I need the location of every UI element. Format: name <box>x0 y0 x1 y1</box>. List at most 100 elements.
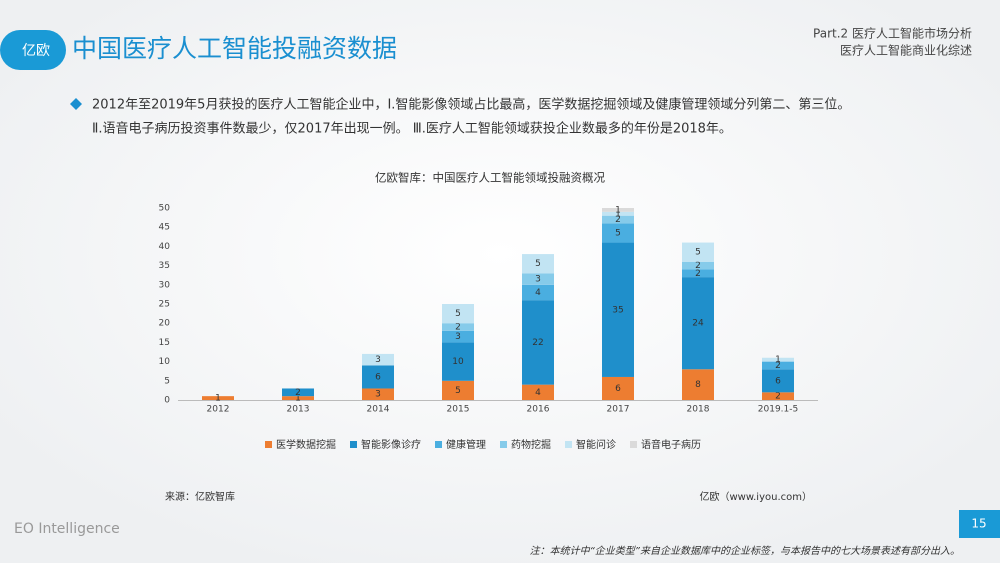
bar-segment <box>442 380 474 400</box>
legend-swatch <box>265 441 272 448</box>
bar-segment <box>602 223 634 243</box>
bar-segment <box>682 369 714 400</box>
data-label: 5 <box>455 309 461 319</box>
bar-segment <box>202 396 234 400</box>
data-label: 3 <box>375 355 381 365</box>
bar-segment <box>362 365 394 389</box>
data-label: 2 <box>775 361 781 371</box>
data-label: 5 <box>615 228 621 238</box>
x-tick-label: 2015 <box>447 405 470 415</box>
data-label: 4 <box>535 288 541 298</box>
x-tick-label: 2018 <box>687 405 710 415</box>
y-tick-label: 5 <box>164 376 170 386</box>
legend-label: 药物挖掘 <box>511 438 551 451</box>
bar-segment <box>522 300 554 385</box>
bullet <box>70 98 82 110</box>
data-label: 3 <box>455 332 461 342</box>
data-label: 6 <box>615 384 621 394</box>
legend-swatch <box>350 441 357 448</box>
legend-swatch <box>500 441 507 448</box>
data-label: 4 <box>535 388 541 398</box>
logo-badge <box>0 30 66 70</box>
y-tick-label: 50 <box>159 204 171 214</box>
bar-segment <box>362 353 394 366</box>
bar-segment <box>442 342 474 381</box>
logo: 亿欧 <box>22 43 50 59</box>
page-number-box <box>959 510 1000 538</box>
y-tick-label: 30 <box>159 280 171 290</box>
data-label: 5 <box>535 259 541 269</box>
bar-segment <box>602 242 634 377</box>
data-label: 1 <box>615 209 621 219</box>
bar-segment <box>602 208 634 212</box>
data-label: 10 <box>452 357 464 367</box>
data-label: 1 <box>615 205 621 215</box>
data-label: 2 <box>295 388 301 398</box>
data-label: 2 <box>695 261 701 271</box>
y-tick-label: 20 <box>159 319 171 329</box>
legend-swatch <box>565 441 572 448</box>
part: Part.2 医疗人工智能市场分析 <box>813 26 972 41</box>
legend-label: 健康管理 <box>446 438 486 451</box>
data-label: 3 <box>375 390 381 400</box>
y-tick-label: 0 <box>164 396 170 406</box>
bar-segment <box>522 273 554 285</box>
x-tick-label: 2019.1-5 <box>758 405 798 415</box>
x-tick-label: 2012 <box>207 405 230 415</box>
bar-segment <box>682 242 714 262</box>
legend-label: 智能影像诊疗 <box>361 438 421 451</box>
subtitle: 医疗人工智能商业化综述 <box>840 43 972 58</box>
legend-label: 医学数据挖掘 <box>276 438 336 451</box>
bar-segment <box>602 215 634 224</box>
data-label: 8 <box>695 380 701 390</box>
bar-segment <box>682 261 714 270</box>
page-number: 15 <box>971 517 986 531</box>
data-label: 22 <box>532 338 543 348</box>
page-title: 中国医疗人工智能投融资数据 <box>72 34 397 63</box>
data-label: 2 <box>775 392 781 402</box>
bar-segment <box>282 396 314 400</box>
data-label: 2 <box>455 323 461 333</box>
y-tick-label: 45 <box>159 223 170 233</box>
data-label: 5 <box>455 386 461 396</box>
data-label: 5 <box>695 248 701 258</box>
x-tick-label: 2016 <box>527 405 550 415</box>
data-label: 1 <box>295 394 301 404</box>
y-tick-label: 15 <box>159 338 170 348</box>
legend-swatch <box>435 441 442 448</box>
bar-segment <box>602 376 634 400</box>
bar-segment <box>362 388 394 400</box>
bar-segment <box>602 211 634 216</box>
x-tick-label: 2013 <box>287 405 310 415</box>
legend-label: 语音电子病历 <box>641 438 701 451</box>
summary-line: Ⅱ.语音电子病历投资事件数最少，仅2017年出现一例。 Ⅲ.医疗人工智能领域获投… <box>92 121 732 137</box>
data-label: 1 <box>215 394 221 404</box>
brand: EO Intelligence <box>14 521 120 537</box>
data-label: 2 <box>695 269 701 279</box>
source: 来源：亿欧智库 <box>165 490 235 503</box>
bar-segment <box>762 361 794 370</box>
bar-segment <box>682 269 714 278</box>
data-label: 6 <box>775 376 781 386</box>
summary-line: 2012年至2019年5月获投的医疗人工智能企业中，Ⅰ.智能影像领域占比最高，医… <box>92 97 850 113</box>
data-label: 3 <box>535 275 541 285</box>
data-label: 24 <box>692 319 704 329</box>
data-label: 6 <box>375 372 381 382</box>
y-tick-label: 40 <box>159 242 171 252</box>
data-label: 2 <box>615 215 621 225</box>
bar-segment <box>522 284 554 301</box>
x-tick-label: 2017 <box>607 405 630 415</box>
y-tick-label: 10 <box>159 357 171 367</box>
bar-segment <box>442 304 474 324</box>
y-tick-label: 35 <box>159 261 170 271</box>
y-tick-label: 25 <box>159 300 170 310</box>
bar-segment <box>762 392 794 400</box>
bar-segment <box>682 277 714 370</box>
x-tick-label: 2014 <box>367 405 390 415</box>
bar-segment <box>522 384 554 400</box>
bar-segment <box>282 388 314 397</box>
data-label: 35 <box>612 305 623 315</box>
bar-segment <box>762 369 794 393</box>
